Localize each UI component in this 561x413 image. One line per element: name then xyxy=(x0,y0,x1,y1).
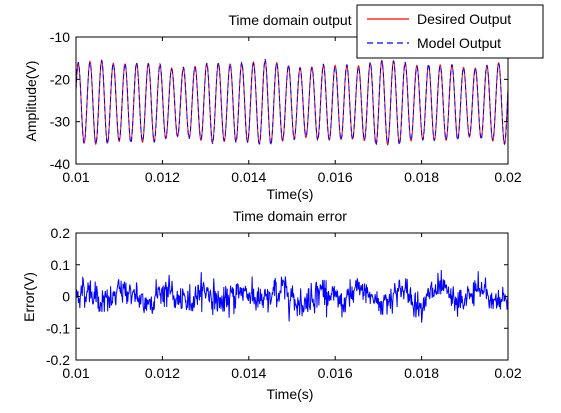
output-y-axis-label: Amplitude(V) xyxy=(23,61,39,142)
output-x-tick-label: 0.01 xyxy=(62,169,89,185)
output-x-tick-label: 0.02 xyxy=(494,169,521,185)
error-x-tick-label: 0.014 xyxy=(231,365,266,381)
error-y-tick-label: 0.1 xyxy=(51,257,71,273)
error-y-tick-label: 0.2 xyxy=(51,225,71,241)
output-y-tick-label: -10 xyxy=(50,29,70,45)
output-axes: 0.01 0.012 0.014 0.016 0.018 0.02 -10 -20 -30 -40… xyxy=(23,4,544,202)
output-title: Time domain output xyxy=(228,12,351,28)
error-y-tick-label: -0.1 xyxy=(46,320,70,336)
error-x-tick-label: 0.02 xyxy=(494,365,521,381)
output-ticks: 0.01 0.012 0.014 0.016 0.018 0.02 -10 -20 -30 -40 xyxy=(50,29,522,185)
legend-box xyxy=(356,4,544,59)
output-y-tick-label: -30 xyxy=(50,114,70,130)
error-ticks: 0.01 0.012 0.014 0.016 0.018 0.02 0.2 0.1 0 -0.1 -… xyxy=(46,225,522,381)
error-axes: 0.01 0.012 0.014 0.016 0.018 0.02 0.2 0.1 0 -0.1 -… xyxy=(21,208,522,402)
output-x-tick-label: 0.014 xyxy=(231,169,266,185)
series-error-line xyxy=(76,270,508,323)
legend-label-model-output: Model Output xyxy=(417,35,501,51)
output-x-tick-label: 0.016 xyxy=(318,169,353,185)
error-x-axis-label: Time(s) xyxy=(267,386,314,402)
error-x-tick-label: 0.012 xyxy=(145,365,180,381)
error-series-group xyxy=(76,270,508,323)
output-y-tick-label: -20 xyxy=(50,71,70,87)
output-x-axis-label: Time(s) xyxy=(267,186,314,202)
error-y-axis-label: Error(V) xyxy=(21,272,37,322)
error-y-tick-label: 0 xyxy=(62,289,70,305)
series-model-output-line xyxy=(76,58,508,146)
output-x-tick-label: 0.018 xyxy=(404,169,439,185)
output-series-group xyxy=(76,58,508,146)
output-y-tick-label: -40 xyxy=(50,156,70,172)
legend-label-desired-output: Desired Output xyxy=(417,11,511,27)
error-x-tick-label: 0.016 xyxy=(318,365,353,381)
error-x-tick-label: 0.018 xyxy=(404,365,439,381)
output-legend: Desired Output Model Output xyxy=(356,4,544,59)
error-y-tick-label: -0.2 xyxy=(46,352,70,368)
error-x-tick-label: 0.01 xyxy=(62,365,89,381)
error-title: Time domain error xyxy=(233,208,347,224)
output-axes-frame xyxy=(75,36,509,165)
output-x-tick-label: 0.012 xyxy=(145,169,180,185)
